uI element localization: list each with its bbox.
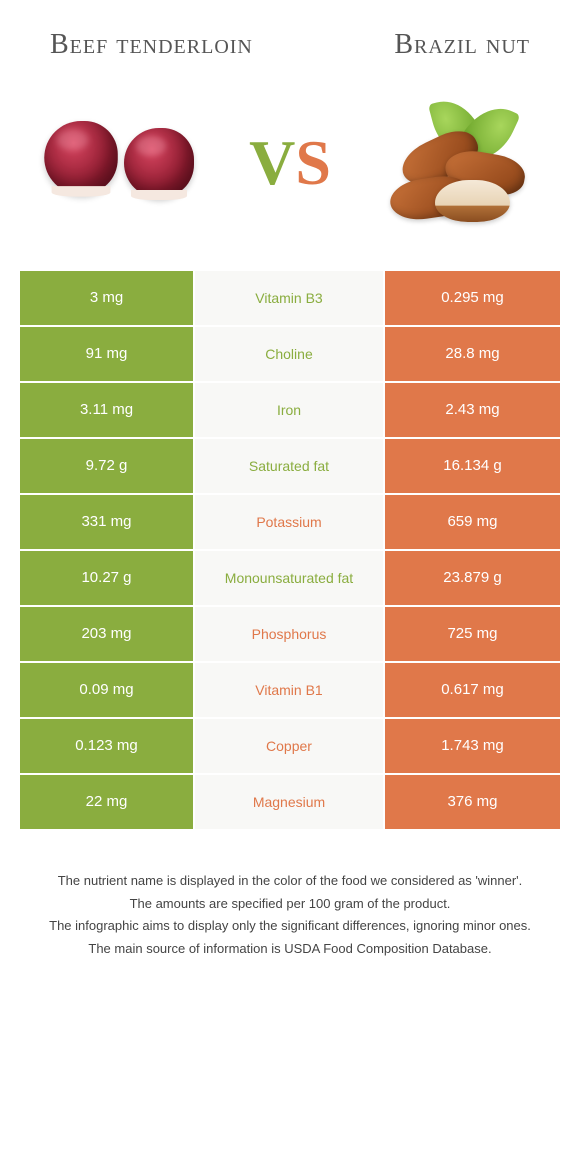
right-value: 725 mg [385, 607, 560, 661]
table-row: 203 mgPhosphorus725 mg [20, 607, 560, 663]
left-value: 331 mg [20, 495, 195, 549]
left-value: 203 mg [20, 607, 195, 661]
nutrient-label: Potassium [195, 495, 385, 549]
header: Beef tenderloin Brazil nut [0, 0, 580, 71]
nutrient-label: Saturated fat [195, 439, 385, 493]
vs-label: VS [249, 126, 331, 200]
left-value: 9.72 g [20, 439, 195, 493]
nutrient-label: Vitamin B1 [195, 663, 385, 717]
table-row: 3 mgVitamin B30.295 mg [20, 271, 560, 327]
nutrient-label: Monounsaturated fat [195, 551, 385, 605]
left-value: 10.27 g [20, 551, 195, 605]
beef-tenderloin-image [30, 88, 210, 238]
right-food-title: Brazil nut [290, 30, 530, 61]
left-value: 0.09 mg [20, 663, 195, 717]
footer-line-4: The main source of information is USDA F… [30, 939, 550, 960]
nutrient-label: Copper [195, 719, 385, 773]
brazil-nut-image [370, 88, 550, 238]
nutrient-table: 3 mgVitamin B30.295 mg91 mgCholine28.8 m… [20, 271, 560, 831]
table-row: 0.123 mgCopper1.743 mg [20, 719, 560, 775]
footer-notes: The nutrient name is displayed in the co… [0, 831, 580, 982]
right-value: 376 mg [385, 775, 560, 829]
table-row: 9.72 gSaturated fat16.134 g [20, 439, 560, 495]
table-row: 10.27 gMonounsaturated fat23.879 g [20, 551, 560, 607]
footer-line-1: The nutrient name is displayed in the co… [30, 871, 550, 892]
right-value: 23.879 g [385, 551, 560, 605]
left-value: 91 mg [20, 327, 195, 381]
right-value: 0.617 mg [385, 663, 560, 717]
footer-line-2: The amounts are specified per 100 gram o… [30, 894, 550, 915]
right-value: 28.8 mg [385, 327, 560, 381]
right-value: 0.295 mg [385, 271, 560, 325]
footer-line-3: The infographic aims to display only the… [30, 916, 550, 937]
nutrient-label: Vitamin B3 [195, 271, 385, 325]
left-food-title: Beef tenderloin [50, 30, 290, 61]
right-value: 659 mg [385, 495, 560, 549]
images-row: VS [0, 71, 580, 271]
table-row: 0.09 mgVitamin B10.617 mg [20, 663, 560, 719]
right-value: 16.134 g [385, 439, 560, 493]
nutrient-label: Choline [195, 327, 385, 381]
left-value: 3.11 mg [20, 383, 195, 437]
right-value: 1.743 mg [385, 719, 560, 773]
right-value: 2.43 mg [385, 383, 560, 437]
vs-v: V [249, 127, 295, 198]
nutrient-label: Iron [195, 383, 385, 437]
table-row: 91 mgCholine28.8 mg [20, 327, 560, 383]
left-value: 22 mg [20, 775, 195, 829]
table-row: 22 mgMagnesium376 mg [20, 775, 560, 831]
nutrient-label: Phosphorus [195, 607, 385, 661]
left-value: 3 mg [20, 271, 195, 325]
table-row: 3.11 mgIron2.43 mg [20, 383, 560, 439]
left-value: 0.123 mg [20, 719, 195, 773]
table-row: 331 mgPotassium659 mg [20, 495, 560, 551]
nutrient-label: Magnesium [195, 775, 385, 829]
vs-s: S [295, 127, 331, 198]
